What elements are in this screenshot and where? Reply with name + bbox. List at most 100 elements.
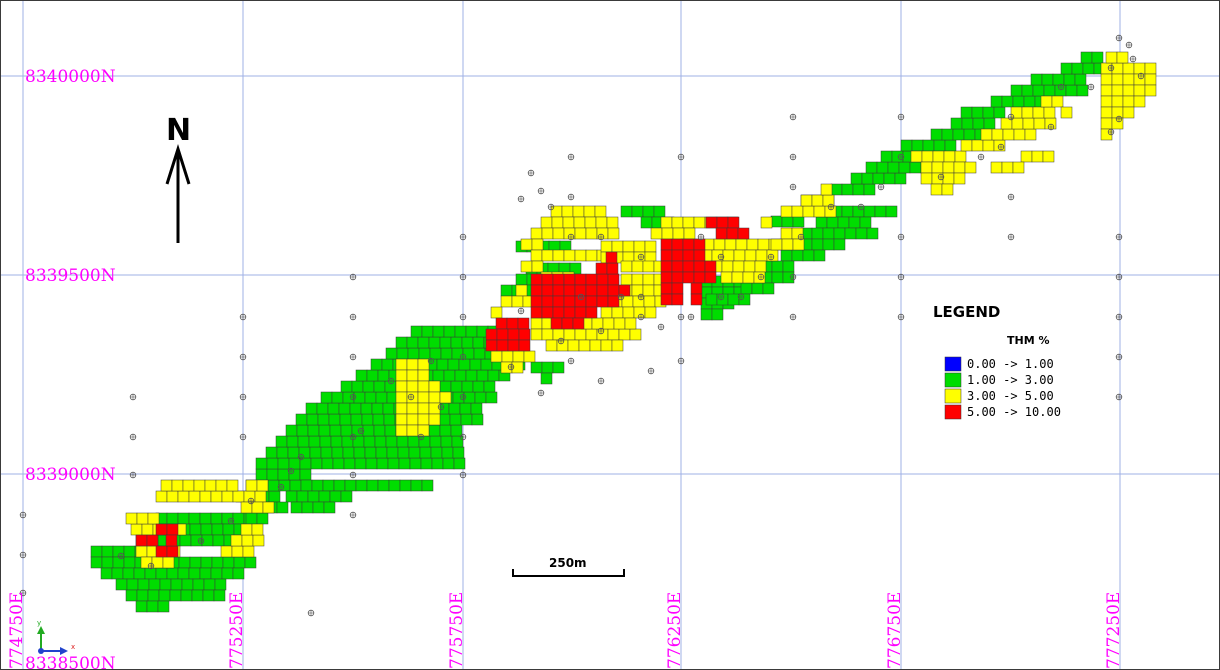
block-cell bbox=[177, 490, 190, 503]
block-cell bbox=[362, 380, 375, 393]
block-cell bbox=[1044, 117, 1057, 130]
block-cell bbox=[883, 172, 896, 185]
drillhole-collar-icon bbox=[239, 313, 247, 321]
block-cell bbox=[439, 380, 452, 393]
block-cell bbox=[177, 512, 190, 525]
block-cell bbox=[585, 273, 598, 286]
block-cell bbox=[123, 545, 136, 558]
block-cell bbox=[1032, 84, 1045, 97]
block-cell bbox=[715, 227, 728, 240]
block-cell bbox=[125, 589, 138, 602]
drillhole-collar-icon bbox=[1115, 273, 1123, 281]
block-cell bbox=[618, 328, 631, 341]
block-cell bbox=[605, 251, 618, 264]
drillhole-collar-icon bbox=[1047, 123, 1055, 131]
block-cell bbox=[944, 139, 957, 152]
block-cell bbox=[813, 205, 826, 218]
drillhole-collar-icon bbox=[227, 517, 235, 525]
block-cell bbox=[406, 402, 419, 415]
block-cell bbox=[671, 238, 684, 251]
block-cell bbox=[350, 413, 363, 426]
block-cell bbox=[1122, 73, 1135, 86]
block-cell bbox=[178, 556, 191, 569]
block-cell bbox=[420, 457, 433, 470]
block-cell bbox=[540, 216, 553, 229]
block-cell bbox=[179, 534, 192, 547]
block-cell bbox=[364, 391, 377, 404]
block-cell bbox=[613, 317, 626, 330]
block-cell bbox=[342, 446, 355, 459]
block-cell bbox=[941, 183, 954, 196]
block-cell bbox=[920, 172, 933, 185]
block-cell bbox=[395, 391, 408, 404]
block-cell bbox=[307, 424, 320, 437]
block-cell bbox=[344, 479, 357, 492]
block-cell bbox=[942, 161, 955, 174]
drillhole-collar-icon bbox=[437, 403, 445, 411]
block-cell bbox=[711, 249, 724, 262]
block-cell bbox=[642, 284, 655, 297]
block-cell bbox=[222, 556, 235, 569]
block-cell bbox=[611, 306, 624, 319]
block-cell bbox=[385, 435, 398, 448]
block-cell bbox=[215, 479, 228, 492]
drillhole-collar-icon bbox=[717, 253, 725, 261]
block-cell bbox=[373, 424, 386, 437]
block-cell bbox=[518, 339, 531, 352]
block-cell bbox=[395, 402, 408, 415]
block-cell bbox=[267, 479, 280, 492]
block-cell bbox=[1021, 106, 1034, 119]
drillhole-collar-icon bbox=[517, 307, 525, 315]
block-cell bbox=[395, 380, 408, 393]
block-cell bbox=[693, 216, 706, 229]
block-cell bbox=[299, 468, 312, 481]
easting-label: 774750E bbox=[7, 592, 27, 669]
block-cell bbox=[287, 446, 300, 459]
block-cell bbox=[311, 479, 324, 492]
block-cell bbox=[140, 556, 153, 569]
block-cell bbox=[644, 240, 657, 253]
block-cell bbox=[100, 567, 113, 580]
drillhole-collar-icon bbox=[767, 253, 775, 261]
drillhole-collar-icon bbox=[349, 313, 357, 321]
block-cell bbox=[155, 490, 168, 503]
drillhole-collar-icon bbox=[789, 113, 797, 121]
block-cell bbox=[757, 238, 770, 251]
block-cell bbox=[624, 317, 637, 330]
block-cell bbox=[386, 446, 399, 459]
block-cell bbox=[1100, 84, 1113, 97]
block-cell bbox=[744, 249, 757, 262]
block-cell bbox=[441, 446, 454, 459]
block-cell bbox=[751, 282, 764, 295]
block-cell bbox=[1122, 106, 1135, 119]
block-cell bbox=[660, 249, 673, 262]
block-cell bbox=[530, 328, 543, 341]
block-cell bbox=[754, 260, 767, 273]
axis-triad-x-label: x bbox=[71, 643, 75, 651]
block-cell bbox=[410, 479, 423, 492]
block-cell bbox=[644, 306, 657, 319]
drillhole-collar-icon bbox=[349, 511, 357, 519]
block-cell bbox=[472, 380, 485, 393]
drillhole-collar-icon bbox=[1007, 193, 1015, 201]
block-cell bbox=[563, 295, 576, 308]
block-cell bbox=[531, 238, 544, 251]
block-cell bbox=[1020, 150, 1033, 163]
block-cell bbox=[742, 271, 755, 284]
block-cell bbox=[770, 238, 783, 251]
block-cell bbox=[952, 128, 965, 141]
block-cell bbox=[830, 183, 843, 196]
block-cell bbox=[148, 578, 161, 591]
block-cell bbox=[704, 271, 717, 284]
block-cell bbox=[1043, 84, 1056, 97]
block-cell bbox=[432, 369, 445, 382]
block-cell bbox=[351, 380, 364, 393]
block-cell bbox=[682, 238, 695, 251]
block-cell bbox=[317, 413, 330, 426]
block-cell bbox=[833, 227, 846, 240]
block-cell bbox=[339, 413, 352, 426]
block-cell bbox=[574, 227, 587, 240]
block-cell bbox=[318, 490, 331, 503]
block-cell bbox=[188, 567, 201, 580]
